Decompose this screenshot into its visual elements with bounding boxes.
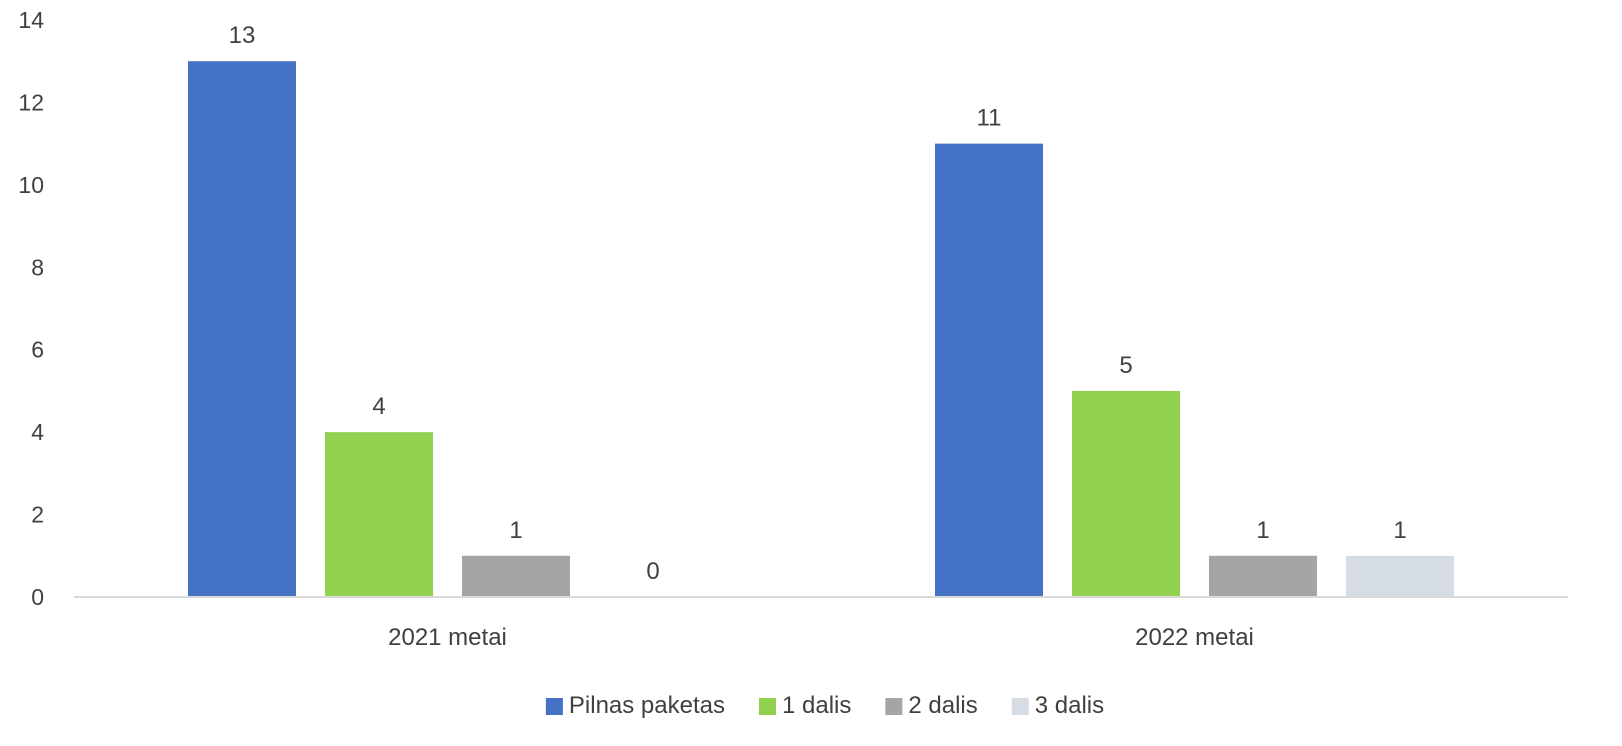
- data-label: 11: [977, 105, 1002, 132]
- legend-label: 1 dalis: [782, 692, 851, 719]
- bar: [1346, 555, 1454, 597]
- y-tick-label: 8: [31, 254, 44, 280]
- x-category-label: 2022 metai: [1135, 624, 1254, 651]
- data-label: 1: [1393, 517, 1406, 544]
- x-axis: 2021 metai 2022 metai: [388, 624, 1254, 651]
- legend-item: 1 dalis: [758, 692, 851, 719]
- legend-swatch: [1011, 698, 1029, 715]
- y-tick-label: 6: [31, 337, 44, 363]
- y-tick-label: 0: [31, 584, 44, 610]
- bar: [1209, 555, 1317, 597]
- data-label: 4: [372, 393, 385, 420]
- data-label: 1: [1256, 517, 1269, 544]
- data-label: 0: [646, 558, 659, 585]
- y-tick-label: 10: [18, 172, 44, 198]
- legend-label: 3 dalis: [1035, 692, 1104, 719]
- y-tick-label: 2: [31, 502, 44, 528]
- y-tick-label: 12: [18, 89, 44, 115]
- legend-label: 2 dalis: [908, 692, 977, 719]
- legend-item: Pilnas paketas: [545, 692, 725, 719]
- legend-item: 3 dalis: [1011, 692, 1104, 719]
- data-label: 5: [1119, 352, 1132, 379]
- legend-swatch: [545, 698, 563, 715]
- y-tick-label: 4: [31, 419, 44, 445]
- bar: [325, 432, 433, 597]
- legend: Pilnas paketas 1 dalis 2 dalis 3 dalis: [545, 692, 1104, 719]
- legend-swatch: [758, 698, 776, 715]
- legend-item: 2 dalis: [885, 692, 978, 719]
- y-tick-label: 14: [18, 7, 44, 33]
- data-label: 1: [509, 517, 522, 544]
- bar: [935, 143, 1043, 597]
- bar: [1072, 390, 1180, 597]
- x-category-label: 2021 metai: [388, 624, 507, 651]
- legend-label: Pilnas paketas: [569, 692, 725, 719]
- y-axis: 0 2 4 6 8 10 12 14: [18, 7, 44, 610]
- legend-swatch: [885, 698, 903, 715]
- bar: [188, 61, 296, 597]
- data-label: 13: [229, 22, 256, 49]
- bar: [462, 555, 570, 597]
